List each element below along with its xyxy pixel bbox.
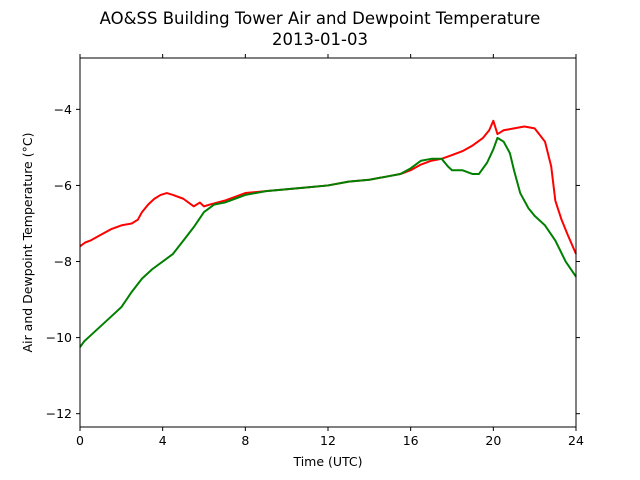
series-layer xyxy=(79,119,577,348)
x-tick-label: 8 xyxy=(241,433,249,448)
y-tick-label: −10 xyxy=(46,330,72,345)
series-line-1 xyxy=(79,136,577,348)
x-tick-label: 0 xyxy=(76,433,84,448)
x-tick-label: 12 xyxy=(320,433,336,448)
plot-frame xyxy=(79,57,577,428)
x-tick-label: 4 xyxy=(159,433,167,448)
x-tick-label: 20 xyxy=(485,433,501,448)
x-tick-label: 16 xyxy=(403,433,419,448)
chart-title: AO&SS Building Tower Air and Dewpoint Te… xyxy=(100,9,541,28)
y-tick-label: −8 xyxy=(54,254,72,269)
chart-subtitle: 2013-01-03 xyxy=(272,30,368,49)
x-axis-label: Time (UTC) xyxy=(292,454,362,469)
y-tick-label: −6 xyxy=(54,178,72,193)
x-tick-label: 24 xyxy=(568,433,584,448)
y-tick-label: −4 xyxy=(54,102,72,117)
y-axis-label: Air and Dewpoint Temperature (°C) xyxy=(20,133,35,353)
y-tick-label: −12 xyxy=(46,406,72,421)
tick-layer: 0 4 8 12 16 20 24 −12 −10 −8 −6 −4 xyxy=(46,54,584,448)
